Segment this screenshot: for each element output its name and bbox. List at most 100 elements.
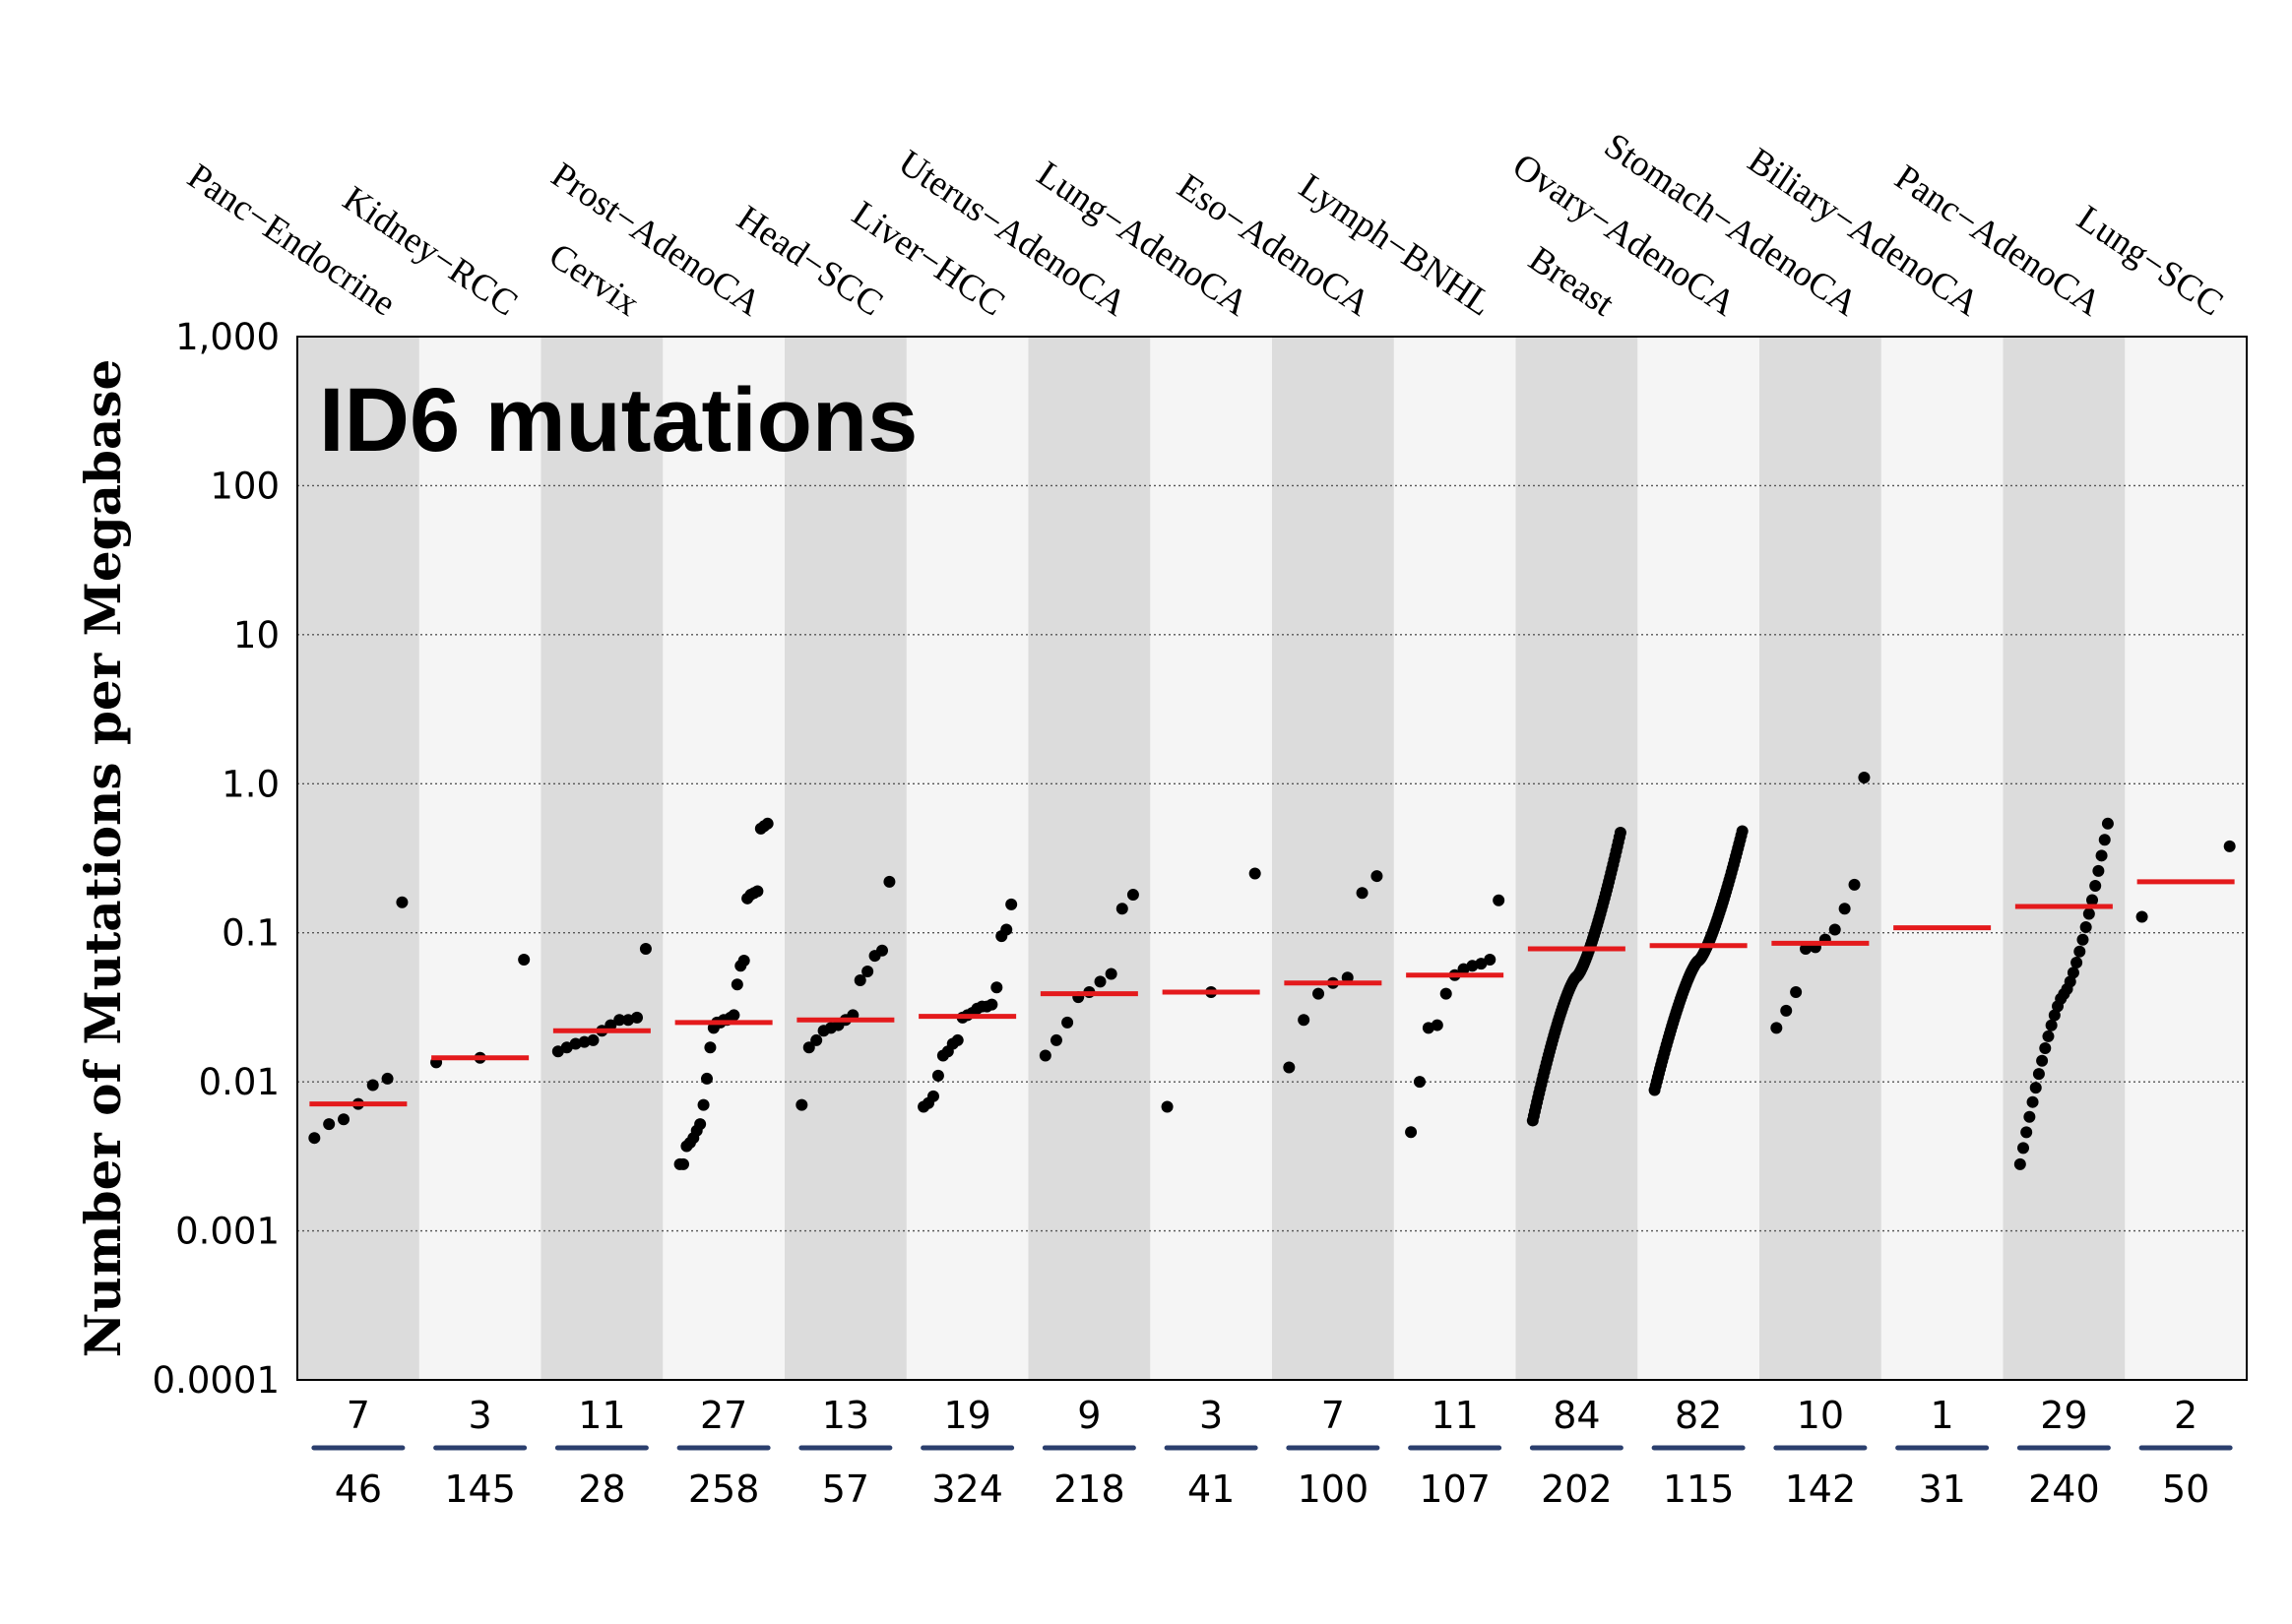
total-count: 41 [1187, 1468, 1235, 1511]
y-axis-ticks: 1,000 100 10 1.0 0.1 0.01 0.001 0.0001 [153, 316, 280, 1402]
data-point [704, 1041, 717, 1054]
total-count: 28 [578, 1468, 625, 1511]
data-point [2135, 910, 2148, 923]
data-point [381, 1072, 394, 1085]
data-point [396, 896, 409, 908]
total-count: 31 [1918, 1468, 1965, 1511]
data-point [876, 944, 888, 957]
data-point [1439, 987, 1452, 1000]
total-count: 107 [1419, 1468, 1491, 1511]
data-point [796, 1098, 808, 1111]
data-point [802, 1041, 815, 1054]
data-point [2032, 1068, 2045, 1081]
median-lines [309, 879, 2235, 1107]
category-band [1393, 337, 1516, 1380]
category-label: Lung−AdenoCA [1030, 154, 1256, 324]
y-axis-label: Number of Mutations per Megabase [74, 359, 132, 1358]
category-label: Breast [1521, 239, 1622, 325]
data-point [1039, 1049, 1051, 1062]
data-point [1475, 958, 1488, 970]
data-point [1431, 1019, 1443, 1031]
data-point [518, 954, 531, 967]
mutated-count: 7 [347, 1394, 370, 1437]
data-point [700, 1072, 713, 1085]
data-point [605, 1019, 617, 1031]
data-point [728, 1009, 740, 1022]
data-point [1790, 985, 1803, 998]
mutated-count: 11 [1431, 1394, 1478, 1437]
data-point [2070, 956, 2083, 968]
data-point [2048, 1009, 2061, 1022]
category-band [1150, 337, 1273, 1380]
sample-counts: 7 46 3 145 11 28 27 258 13 57 19 324 9 218 3 41 7 100 11 10… [311, 1394, 2233, 1511]
data-point [694, 1118, 707, 1131]
category-band [2003, 337, 2126, 1380]
mutated-count: 2 [2174, 1394, 2197, 1437]
total-count: 218 [1053, 1468, 1125, 1511]
mutated-count: 13 [822, 1394, 869, 1437]
total-count: 100 [1298, 1468, 1369, 1511]
data-point [338, 1113, 350, 1126]
data-point [569, 1037, 582, 1050]
category-band [1637, 337, 1760, 1380]
category-band [1272, 337, 1395, 1380]
data-point [677, 1157, 690, 1170]
data-point [1780, 1004, 1793, 1017]
data-point [810, 1033, 823, 1046]
category-band [1028, 337, 1151, 1380]
data-point [986, 998, 998, 1011]
data-point [2223, 840, 2236, 852]
data-point [951, 1033, 964, 1046]
data-point [737, 955, 750, 968]
data-point [2064, 975, 2076, 988]
data-point [1770, 1022, 1783, 1034]
data-point [697, 1098, 710, 1111]
data-point [1484, 954, 1496, 967]
data-point [308, 1132, 321, 1145]
mutated-count: 9 [1077, 1394, 1101, 1437]
y-tick-label: 1,000 [175, 316, 280, 358]
data-point [1061, 1016, 1074, 1029]
data-point [990, 981, 1003, 994]
total-count: 324 [931, 1468, 1003, 1511]
data-point [2042, 1030, 2055, 1042]
data-point [2073, 945, 2086, 958]
data-point [1005, 898, 1018, 910]
y-tick-label: 0.001 [175, 1211, 280, 1253]
category-band [785, 337, 908, 1380]
plot-frame [296, 336, 2248, 1381]
y-tick-label: 1.0 [222, 763, 280, 805]
data-point [1614, 826, 1626, 839]
mutated-count: 82 [1675, 1394, 1722, 1437]
mutated-count: 3 [1199, 1394, 1223, 1437]
data-point [578, 1035, 591, 1048]
data-point [323, 1118, 336, 1131]
data-point [2101, 817, 2114, 830]
data-point [1312, 987, 1325, 1000]
category-band [418, 337, 541, 1380]
data-point [2098, 834, 2111, 846]
mutated-count: 10 [1797, 1394, 1844, 1437]
category-band [541, 337, 664, 1380]
data-point [2017, 1142, 2030, 1155]
data-point [587, 1033, 600, 1046]
data-point [751, 885, 764, 898]
category-label: Panc−AdenoCA [1887, 157, 2108, 325]
y-tick-label: 0.1 [222, 912, 280, 955]
category-label: Panc−Endocrine [180, 156, 403, 325]
category-band [1759, 337, 1882, 1380]
data-point [2089, 879, 2102, 892]
data-point [2079, 920, 2092, 933]
data-point [2020, 1126, 2033, 1139]
data-point [1248, 867, 1261, 880]
data-point [2023, 1110, 2036, 1123]
data-point [1115, 903, 1128, 915]
mutated-count: 7 [1321, 1394, 1345, 1437]
data-point [1370, 870, 1383, 883]
category-band [297, 337, 420, 1380]
data-point [1126, 889, 1139, 902]
mutated-count: 84 [1553, 1394, 1600, 1437]
category-label: Prost−AdenoCA [544, 155, 769, 324]
data-point [1858, 772, 1871, 784]
data-point [1105, 968, 1117, 980]
